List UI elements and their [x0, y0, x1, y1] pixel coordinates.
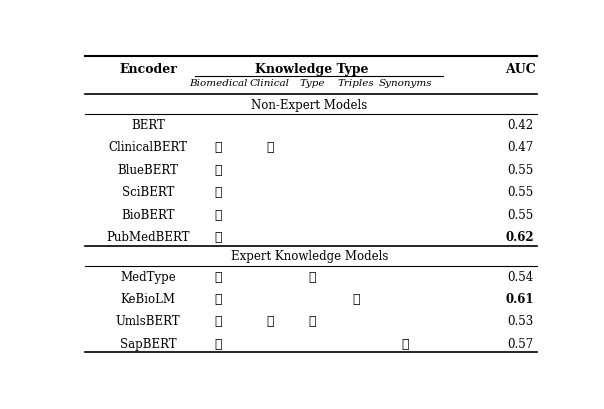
Text: 0.54: 0.54 — [507, 270, 533, 283]
Text: ✓: ✓ — [402, 337, 410, 350]
Text: 0.55: 0.55 — [507, 208, 533, 221]
Text: Expert Knowledge Models: Expert Knowledge Models — [231, 249, 388, 263]
Text: ✓: ✓ — [214, 231, 222, 243]
Text: MedType: MedType — [120, 270, 176, 283]
Text: Triples: Triples — [338, 79, 374, 88]
Text: 0.57: 0.57 — [507, 337, 533, 350]
Text: 0.55: 0.55 — [507, 164, 533, 176]
Text: ✓: ✓ — [214, 141, 222, 154]
Text: UmlsBERT: UmlsBERT — [116, 315, 181, 328]
Text: ✓: ✓ — [214, 315, 222, 328]
Text: ✓: ✓ — [308, 270, 316, 283]
Text: PubMedBERT: PubMedBERT — [106, 231, 190, 243]
Text: BlueBERT: BlueBERT — [118, 164, 179, 176]
Text: 0.61: 0.61 — [506, 292, 535, 305]
Text: Non-Expert Models: Non-Expert Models — [251, 99, 368, 112]
Text: 0.53: 0.53 — [507, 315, 533, 328]
Text: ✓: ✓ — [214, 208, 222, 221]
Text: ClinicalBERT: ClinicalBERT — [109, 141, 188, 154]
Text: ✓: ✓ — [214, 164, 222, 176]
Text: BioBERT: BioBERT — [121, 208, 175, 221]
Text: 0.47: 0.47 — [507, 141, 533, 154]
Text: ✓: ✓ — [214, 270, 222, 283]
Text: ✓: ✓ — [214, 292, 222, 305]
Text: ✓: ✓ — [308, 315, 316, 328]
Text: Encoder: Encoder — [119, 63, 177, 76]
Text: Knowledge Type: Knowledge Type — [255, 63, 368, 76]
Text: BERT: BERT — [131, 119, 165, 132]
Text: ✓: ✓ — [214, 337, 222, 350]
Text: Clinical: Clinical — [250, 79, 290, 88]
Text: ✓: ✓ — [353, 292, 360, 305]
Text: Type: Type — [299, 79, 324, 88]
Text: ✓: ✓ — [214, 186, 222, 199]
Text: 0.42: 0.42 — [507, 119, 533, 132]
Text: SapBERT: SapBERT — [120, 337, 176, 350]
Text: Biomedical: Biomedical — [189, 79, 248, 88]
Text: 0.55: 0.55 — [507, 186, 533, 199]
Text: 0.62: 0.62 — [506, 231, 535, 243]
Text: Synonyms: Synonyms — [379, 79, 432, 88]
Text: AUC: AUC — [505, 63, 536, 76]
Text: ✓: ✓ — [266, 315, 274, 328]
Text: SciBERT: SciBERT — [122, 186, 174, 199]
Text: KeBioLM: KeBioLM — [121, 292, 176, 305]
Text: ✓: ✓ — [266, 141, 274, 154]
